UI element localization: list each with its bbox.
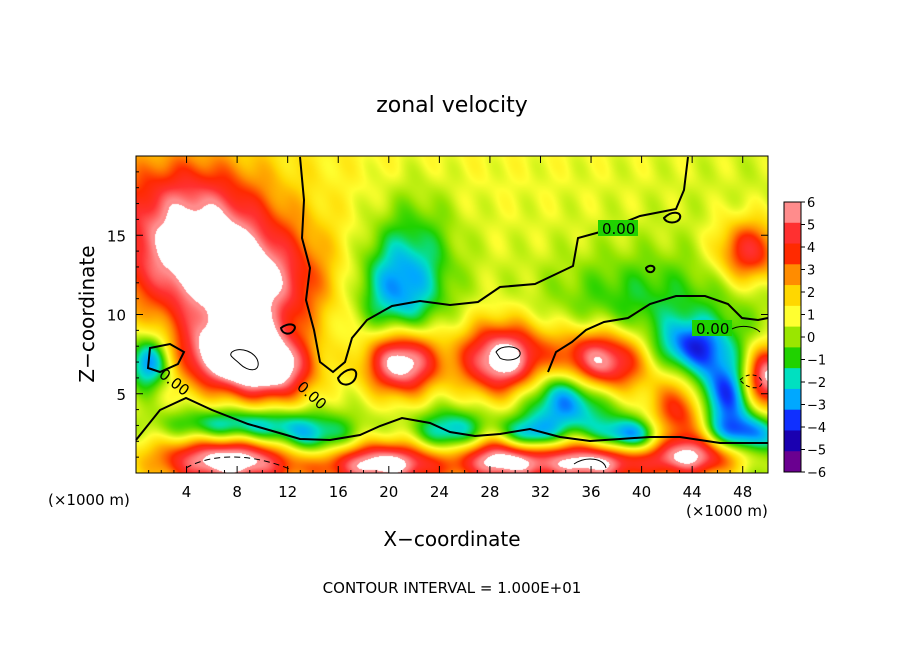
colorbar-label: 3	[807, 264, 815, 279]
colorbar-label: 2	[807, 286, 815, 301]
zero-contour-mid	[547, 295, 769, 373]
colorbar-label: −2	[807, 376, 826, 391]
zero-contour-loop-d	[279, 323, 296, 335]
colorbar-label: −5	[807, 444, 826, 459]
x-tick-label: 28	[480, 483, 499, 501]
contour-label-bg-1	[598, 220, 638, 236]
contour-label-2: 0.00	[696, 320, 729, 338]
colorbar-swatch	[784, 264, 801, 286]
colorbar-swatch	[784, 409, 801, 431]
velocity-heatmap	[136, 156, 768, 473]
x-axis-ticks: 4 8 12 16 20 24 28 32 36 40 44 48	[148, 156, 756, 501]
colorbar-swatch	[784, 451, 801, 473]
x-tick-label: 16	[329, 483, 348, 501]
x-tick-label: 24	[430, 483, 449, 501]
zero-contour-loop-c	[146, 342, 186, 374]
x-tick-label: 32	[531, 483, 550, 501]
colorbar-label: −1	[807, 354, 826, 369]
colorbar-swatch	[784, 202, 801, 224]
x-tick-label: 4	[182, 483, 192, 501]
colorbar-swatch	[784, 368, 801, 390]
inner-contours	[185, 325, 763, 471]
x-axis-label: X−coordinate	[383, 527, 520, 551]
colorbar-label: 1	[807, 309, 815, 324]
x-tick-label: 48	[733, 483, 752, 501]
zero-contour-lower	[135, 396, 768, 444]
x-tick-label: 12	[278, 483, 297, 501]
contour-interval-note: CONTOUR INTERVAL = 1.000E+01	[323, 579, 582, 597]
colorbar-label: 5	[807, 219, 815, 234]
inner-contour-1	[230, 349, 259, 371]
inner-contour-6	[729, 325, 761, 333]
chart-title: zonal velocity	[376, 93, 528, 118]
x-unit-label-right: (×1000 m)	[686, 502, 768, 520]
colorbar-label: −3	[807, 399, 826, 414]
inner-contour-4	[185, 456, 293, 471]
inner-contour-2	[495, 346, 521, 361]
colorbar-label: 6	[807, 196, 815, 211]
colorbar-swatch	[784, 285, 801, 307]
zero-contour-loop-e	[644, 264, 656, 274]
colorbar-label: −4	[807, 421, 826, 436]
colorbar: 6 5 4 3 2 1 0 −1 −2 −3 −4 −5 −6	[783, 196, 826, 481]
inner-contour-3	[573, 458, 607, 469]
colorbar-label: −6	[807, 466, 826, 481]
colorbar-swatch	[784, 347, 801, 369]
colorbar-label: 0	[807, 331, 815, 346]
contour-label-bg-2	[692, 320, 732, 336]
x-tick-label: 36	[581, 483, 600, 501]
x-tick-label: 44	[683, 483, 702, 501]
colorbar-swatch	[784, 430, 801, 452]
colorbar-swatch	[784, 388, 801, 411]
contour-label-1: 0.00	[602, 220, 635, 238]
y-axis-ticks: 5 10 15	[107, 171, 768, 458]
x-tick-label: 8	[232, 483, 242, 501]
colorbar-swatch	[784, 305, 801, 328]
x-tick-label: 40	[632, 483, 651, 501]
inner-contour-5	[739, 374, 763, 389]
colorbar-label: 4	[807, 241, 815, 256]
colorbar-swatch	[784, 243, 801, 265]
zero-contour-loop-b	[662, 211, 682, 224]
y-axis-label: Z−coordinate	[75, 245, 99, 382]
plot-area: 0.00 0.00 0.00 0.00	[135, 155, 769, 474]
x-unit-label-left: (×1000 m)	[48, 491, 130, 509]
y-tick-label: 10	[107, 307, 126, 325]
zero-contour-loop-a	[336, 368, 358, 386]
y-tick-label: 15	[107, 227, 126, 245]
x-tick-label: 20	[379, 483, 398, 501]
y-tick-label: 5	[116, 386, 126, 404]
colorbar-swatch	[784, 326, 801, 348]
colorbar-swatch	[784, 222, 801, 245]
